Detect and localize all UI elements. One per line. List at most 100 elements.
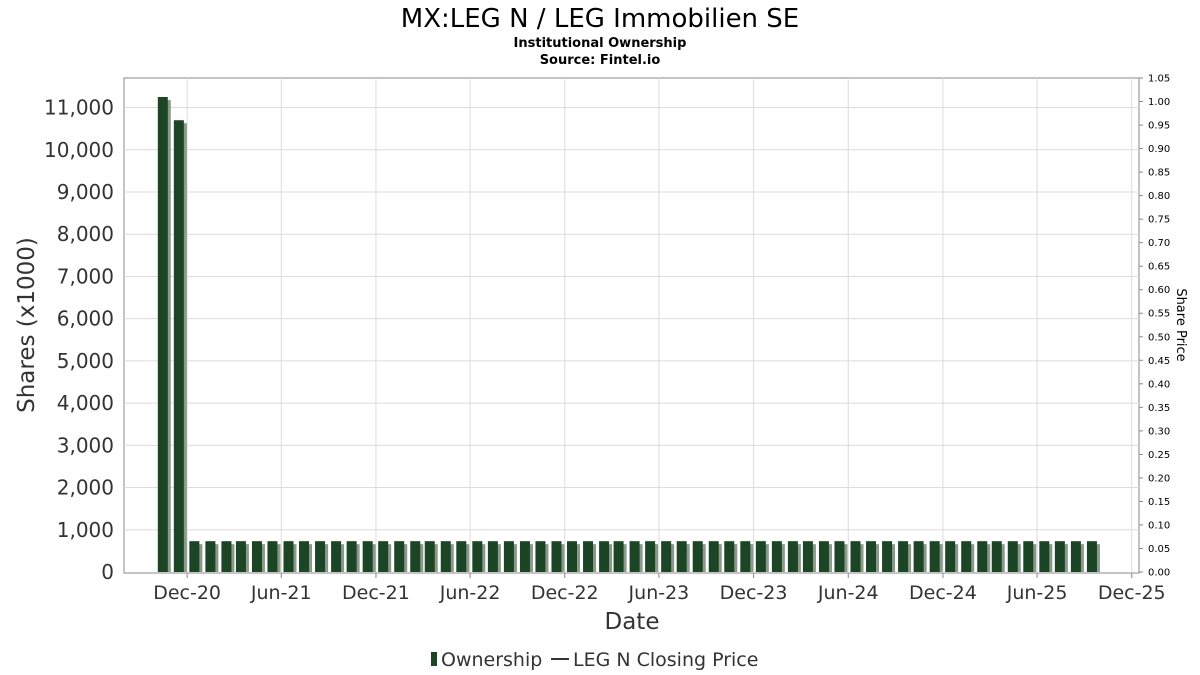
ownership-bar-fill [961,541,972,572]
legend: Ownership LEG N Closing Price [431,649,758,671]
x-axis-label: Date [605,609,660,635]
ownership-bar-fill [394,541,405,572]
ownership-bar [567,541,581,572]
plot-area [123,77,1140,574]
chart-title: MX:LEG N / LEG Immobilien SE [401,4,799,34]
ownership-bar [692,541,706,572]
ownership-bar-fill [1054,541,1065,572]
ownership-bar-fill [898,541,909,572]
ownership-bar-fill [802,541,813,572]
ownership-bar [583,541,597,572]
y2-tick-label: 0.30 [1148,426,1170,437]
y2-tick-label: 0.55 [1148,309,1170,320]
ownership-bar [1007,541,1021,572]
ownership-bar [1070,541,1084,572]
y2-tick-label: 1.00 [1148,97,1170,108]
ownership-bar [755,541,769,572]
y2-tick-label: 0.25 [1148,450,1170,461]
ownership-bar-fill [818,541,829,572]
legend-swatch-ownership [431,652,437,666]
ownership-bar-fill [487,541,498,572]
ownership-bar-fill [551,541,562,572]
grid-layer [124,78,1139,573]
y2-tick-label: 0.50 [1148,332,1170,343]
ownership-bar-fill [866,541,877,572]
legend-label-closing-price: LEG N Closing Price [573,649,758,671]
ownership-bar-fill [645,541,656,572]
y2-tick-label: 0.00 [1148,568,1170,579]
ownership-bar [945,541,959,572]
ownership-bar [503,541,517,572]
y-tick-label: 2,000 [57,476,114,500]
ownership-bar-fill [221,541,232,572]
ownership-bar-fill [519,541,530,572]
ownership-bar [440,541,454,572]
x-tick-label: Dec-24 [909,582,977,604]
ownership-bar [834,541,848,572]
y2-tick-label: 0.05 [1148,544,1170,555]
y2-tick-label: 0.40 [1148,379,1170,390]
y-tick-label: 0 [101,560,114,584]
ownership-bar-fill [283,541,294,572]
y-tick-label: 1,000 [57,518,114,542]
ownership-bar [1023,541,1037,572]
ownership-bar [1054,541,1068,572]
ownership-bar-fill [740,541,751,572]
y2-tick-label: 0.15 [1148,497,1170,508]
ownership-bar-fill [362,541,373,572]
ownership-bar [251,541,265,572]
x-tick-label: Dec-23 [720,582,788,604]
y-tick-label: 3,000 [57,433,114,457]
y2-tick-label: 0.90 [1148,144,1170,155]
ownership-bar [189,541,203,572]
ownership-bar [961,541,975,572]
ownership-bar [898,541,912,572]
ownership-bar [866,541,880,572]
chart-subtitle-2: Source: Fintel.io [540,53,661,68]
y2-tick-label: 0.10 [1148,520,1170,531]
ownership-bar [519,541,533,572]
ownership-bar-fill [378,541,389,572]
ownership-bar-fill [331,541,342,572]
y-axis-ticks: 0 1,000 2,000 3,000 4,000 5,000 6,000 7,000 8,00… [44,96,114,584]
ownership-bar-fill [472,541,483,572]
x-tick-label: Jun-25 [1006,582,1068,604]
ownership-bar [661,541,675,572]
x-tick-label: Dec-25 [1098,582,1166,604]
ownership-bar [157,97,171,572]
ownership-bar-fill [567,541,578,572]
ownership-bar-fill [1070,541,1081,572]
y-tick-label: 5,000 [57,349,114,373]
ownership-bar-fill [834,541,845,572]
ownership-bar [487,541,501,572]
y2-axis-ticks: 0.00 0.05 0.10 0.15 0.20 0.25 0.30 0.35 0.40 0.45… [1139,74,1170,579]
ownership-bar-fill [661,541,672,572]
ownership-bar-fill [1039,541,1050,572]
x-axis-ticks: Dec-20 Jun-21 Dec-21 Jun-22 Dec-22 Jun-23 Dec-… [153,573,1166,604]
ownership-bar-fill [267,541,278,572]
y-tick-label: 6,000 [57,307,114,331]
x-tick-label: Dec-22 [531,582,599,604]
ownership-bar [331,541,345,572]
ownership-bar-fill [1023,541,1034,572]
ownership-bar-fill [977,541,988,572]
ownership-bar [472,541,486,572]
y2-tick-label: 0.70 [1148,238,1170,249]
ownership-bar [267,541,281,572]
y2-tick-label: 0.95 [1148,121,1170,132]
ownership-bar [205,541,219,572]
ownership-bar [1039,541,1053,572]
ownership-bar [456,541,470,572]
ownership-bar [221,541,235,572]
y2-tick-label: 0.45 [1148,356,1170,367]
y-tick-label: 7,000 [57,264,114,288]
y-tick-label: 10,000 [44,138,114,162]
chart-subtitle-1: Institutional Ownership [514,36,687,51]
ownership-bar [599,541,613,572]
ownership-bar-fill [1086,541,1097,572]
ownership-bar [629,541,643,572]
ownership-bar [740,541,754,572]
y2-tick-label: 0.20 [1148,473,1170,484]
y-tick-label: 9,000 [57,180,114,204]
